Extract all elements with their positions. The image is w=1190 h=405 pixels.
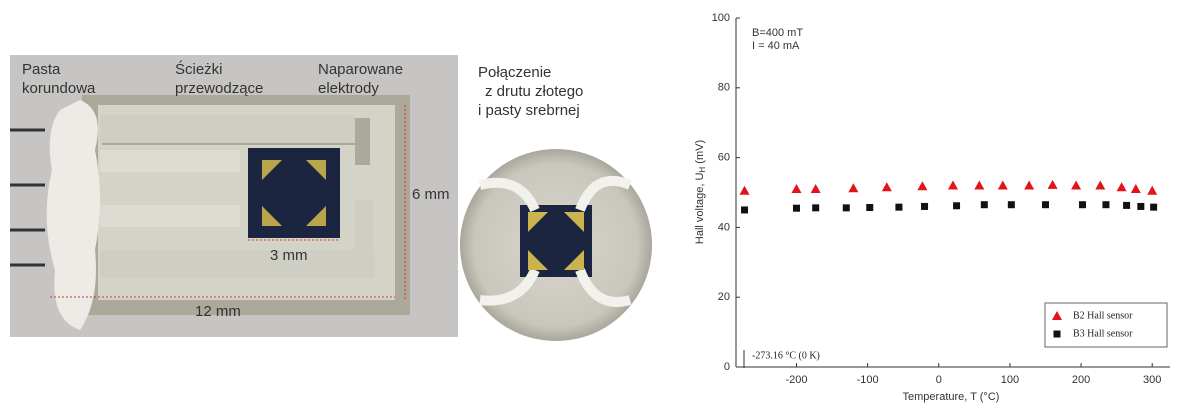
label: Ścieżki — [175, 60, 223, 78]
legend-marker — [1054, 331, 1061, 338]
label: Pasta — [22, 61, 61, 78]
legend-label: B2 Hall sensor — [1073, 310, 1133, 321]
track — [100, 115, 355, 143]
point — [1042, 201, 1049, 208]
track — [100, 250, 375, 278]
label: Połączenie — [478, 64, 551, 81]
point — [843, 204, 850, 211]
legend-label: B3 Hall sensor — [1073, 328, 1133, 339]
point — [740, 186, 750, 195]
y-axis-label: Hall voltage, UH (mV) — [694, 140, 707, 244]
point — [953, 202, 960, 209]
x-tick-label: 300 — [1143, 374, 1161, 386]
point — [848, 183, 858, 192]
y-tick-label: 20 — [718, 291, 730, 303]
x-tick-label: 100 — [1001, 374, 1019, 386]
y-tick-label: 40 — [718, 221, 730, 233]
x-tick-label: 200 — [1072, 374, 1090, 386]
annotation: -273.16 °C (0 K) — [752, 350, 820, 361]
point — [811, 184, 821, 193]
label: przewodzące — [175, 80, 263, 97]
y-tick-label: 80 — [718, 82, 730, 94]
point — [974, 181, 984, 190]
point — [866, 204, 873, 211]
point — [917, 181, 927, 190]
dimension-label: 12 mm — [195, 303, 241, 320]
dimension-label: 3 mm — [270, 247, 308, 264]
point — [1071, 181, 1081, 190]
y-tick-label: 60 — [718, 152, 730, 164]
point — [1024, 181, 1034, 190]
dimension-label: 6 mm — [412, 186, 450, 203]
point — [793, 205, 800, 212]
point — [1131, 184, 1141, 193]
point — [882, 182, 892, 191]
y-axis-label: Hall voltage, U — [694, 173, 706, 245]
point — [948, 181, 958, 190]
x-tick-label: -100 — [857, 374, 879, 386]
x-tick-label: -200 — [785, 374, 807, 386]
point — [1102, 201, 1109, 208]
point — [1095, 181, 1105, 190]
point — [791, 184, 801, 193]
label: korundowa — [22, 80, 96, 97]
track — [355, 200, 373, 270]
annotation: B=400 mT — [752, 27, 803, 39]
sensor-photo: Pasta korundowa Ścieżki przewodzące Napa… — [10, 55, 652, 341]
point — [981, 201, 988, 208]
x-tick-label: 0 — [936, 374, 942, 386]
point — [1123, 202, 1130, 209]
y-axis-label: (mV) — [694, 140, 706, 167]
point — [812, 204, 819, 211]
y-tick-label: 0 — [724, 361, 730, 373]
label: z drutu złotego — [485, 83, 583, 100]
point — [895, 204, 902, 211]
point — [1147, 186, 1157, 195]
chip — [248, 148, 340, 238]
point — [1150, 204, 1157, 211]
x-axis-label: Temperature, T (°C) — [903, 391, 1000, 403]
point — [1008, 201, 1015, 208]
point — [1117, 182, 1127, 191]
point — [921, 203, 928, 210]
point — [741, 206, 748, 213]
y-tick-label: 100 — [712, 12, 730, 24]
chart: B=400 mT I = 40 mA -273.16 °C (0 K) Temp… — [694, 12, 1170, 403]
point — [1079, 201, 1086, 208]
label: i pasty srebrnej — [478, 102, 580, 119]
track — [100, 205, 240, 227]
point — [998, 181, 1008, 190]
label: elektrody — [318, 80, 379, 97]
point — [1048, 180, 1058, 189]
figure: Pasta korundowa Ścieżki przewodzące Napa… — [0, 0, 1190, 405]
point — [1137, 203, 1144, 210]
track — [100, 150, 240, 172]
label: Naparowane — [318, 61, 403, 78]
annotation: I = 40 mA — [752, 40, 800, 52]
